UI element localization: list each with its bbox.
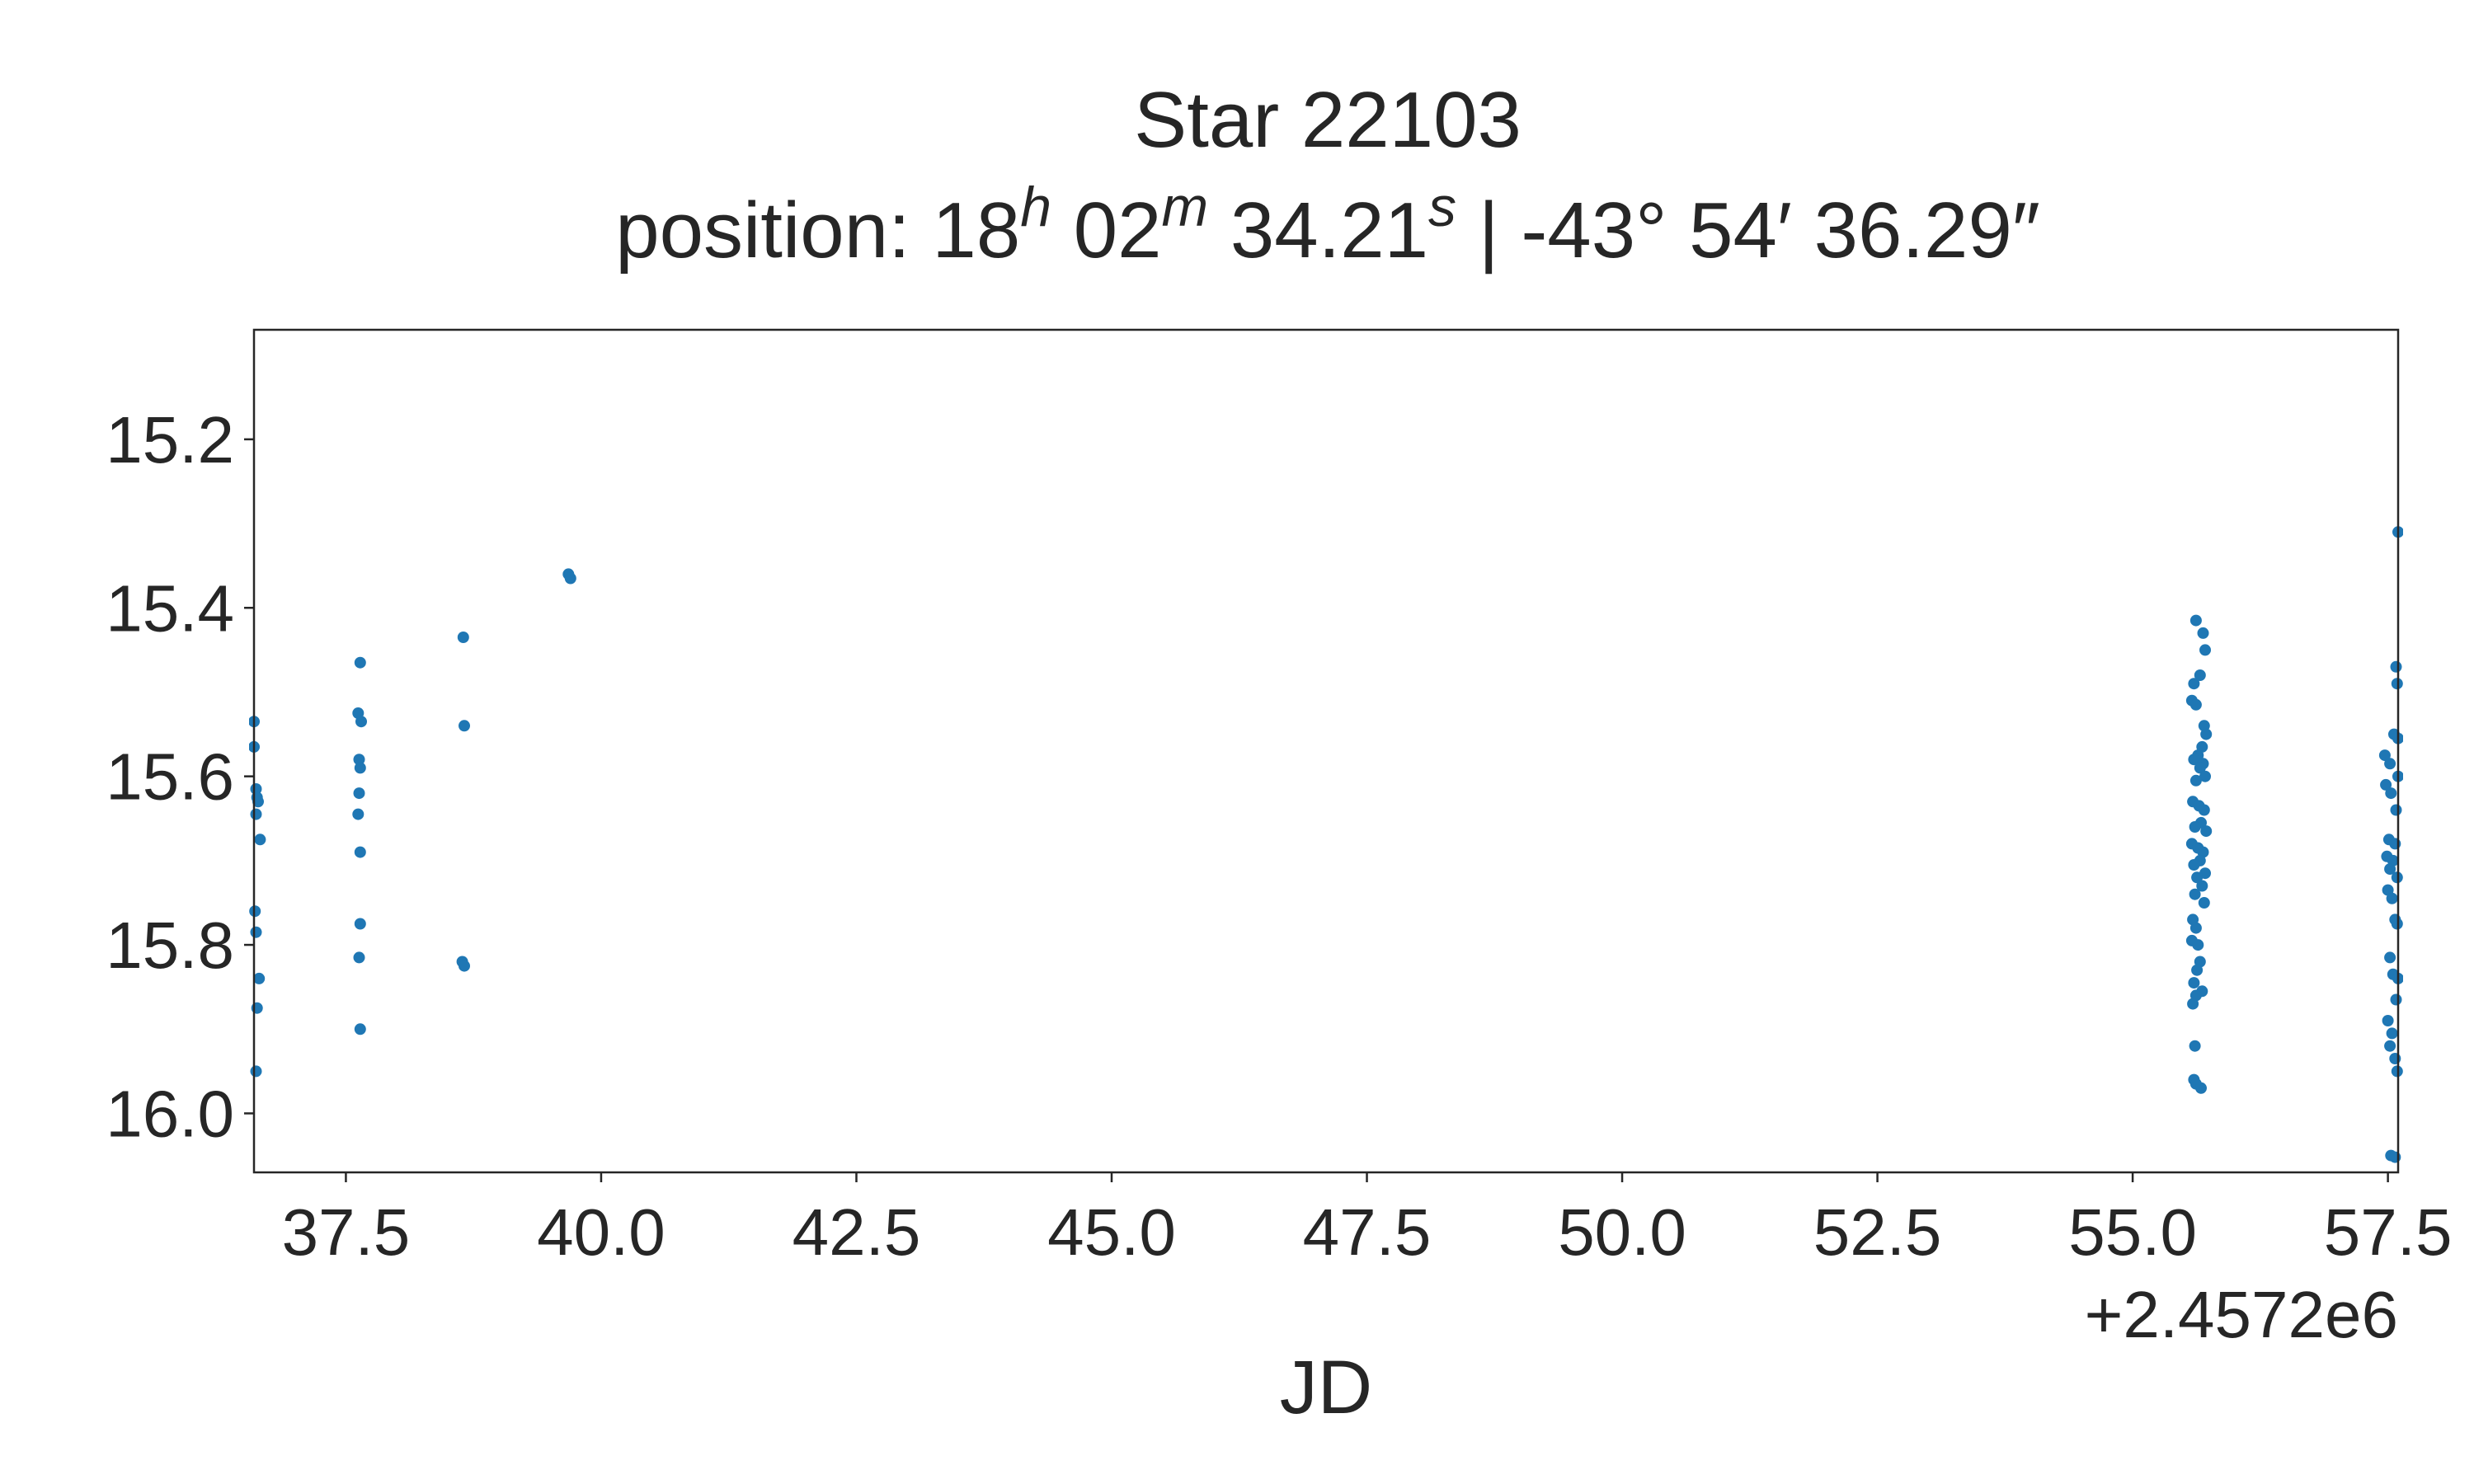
data-point	[2188, 859, 2200, 871]
data-point	[2191, 964, 2204, 976]
chart-subtitle: position: 18h 02m 34.21s | -43° 54′ 36.2…	[615, 176, 2040, 275]
x-axis-ticks: 37.5 40.0 42.5 45.0 47.5 50.0 52.5 55.0 57.5	[282, 1172, 2453, 1269]
data-point	[459, 720, 470, 732]
data-point	[2192, 939, 2204, 951]
x-tick-label: 40.0	[537, 1195, 666, 1269]
data-point	[250, 1065, 262, 1078]
data-point	[2200, 728, 2213, 740]
data-point	[354, 762, 366, 774]
data-point	[2191, 871, 2204, 884]
scatter-points	[249, 526, 2403, 1163]
data-point	[2197, 627, 2209, 639]
x-tick-label: 42.5	[793, 1195, 921, 1269]
data-point	[354, 1023, 366, 1036]
data-point	[2189, 614, 2202, 627]
data-point	[2199, 644, 2211, 656]
data-point	[2390, 993, 2402, 1006]
y-tick-label: 15.6	[106, 740, 234, 814]
data-point	[2198, 804, 2210, 816]
data-point	[252, 796, 264, 808]
data-point	[2384, 863, 2396, 876]
data-point	[2384, 758, 2396, 770]
data-point	[2200, 825, 2213, 838]
data-point	[2196, 880, 2208, 892]
data-point	[2194, 762, 2206, 774]
x-tick-label: 57.5	[2324, 1195, 2453, 1269]
y-tick-label: 15.4	[106, 571, 234, 645]
plot-area-frame	[252, 328, 2400, 1174]
data-point	[353, 951, 365, 964]
x-tick-label: 52.5	[1813, 1195, 1942, 1269]
data-point	[2188, 754, 2200, 766]
data-point	[457, 632, 469, 643]
data-point	[2194, 669, 2206, 681]
data-point	[2386, 1027, 2398, 1040]
x-tick-label: 45.0	[1047, 1195, 1176, 1269]
data-point	[250, 808, 262, 820]
data-point	[2384, 1040, 2396, 1052]
data-point	[353, 787, 365, 800]
y-tick-label: 15.8	[106, 909, 234, 982]
data-point	[354, 656, 366, 669]
data-point	[352, 808, 365, 820]
data-point	[2189, 774, 2202, 787]
chart-title-group: Star 22103 position: 18h 02m 34.21s | -4…	[615, 76, 2040, 275]
x-tick-label: 55.0	[2068, 1195, 2197, 1269]
data-point	[564, 572, 576, 585]
x-tick-label: 50.0	[1558, 1195, 1686, 1269]
x-axis-offset-label: +2.4572e6	[2085, 1278, 2398, 1351]
data-point	[2386, 892, 2398, 904]
data-point	[253, 972, 266, 984]
data-point	[355, 716, 367, 728]
data-point	[2390, 804, 2402, 816]
data-point	[354, 846, 366, 858]
data-point	[354, 918, 366, 930]
data-point	[2390, 660, 2402, 673]
data-point	[2198, 897, 2210, 909]
data-point	[2188, 678, 2200, 690]
data-point	[2189, 821, 2201, 833]
y-tick-label: 15.2	[106, 403, 234, 477]
data-point	[2189, 1040, 2201, 1052]
data-point	[353, 754, 365, 766]
data-point	[2195, 1082, 2207, 1094]
x-tick-label: 37.5	[282, 1195, 411, 1269]
x-tick-label: 47.5	[1303, 1195, 1432, 1269]
data-point	[250, 926, 262, 938]
data-point	[2380, 778, 2392, 791]
data-point	[2378, 749, 2391, 762]
x-axis-label: JD	[1280, 1345, 1372, 1430]
data-point	[254, 834, 266, 846]
data-point	[2188, 977, 2200, 989]
data-point	[2384, 951, 2396, 964]
data-point	[2189, 698, 2202, 711]
chart-title: Star 22103	[1134, 76, 1522, 164]
y-axis-ticks: 15.2 15.4 15.6 15.8 16.0	[106, 403, 254, 1150]
data-point	[2189, 922, 2202, 934]
data-point	[2199, 770, 2211, 782]
data-point	[2382, 1015, 2394, 1026]
data-point	[459, 960, 470, 972]
data-point	[2187, 998, 2199, 1010]
data-point	[2385, 787, 2397, 800]
y-tick-label: 16.0	[106, 1077, 234, 1150]
data-point	[2189, 888, 2201, 900]
